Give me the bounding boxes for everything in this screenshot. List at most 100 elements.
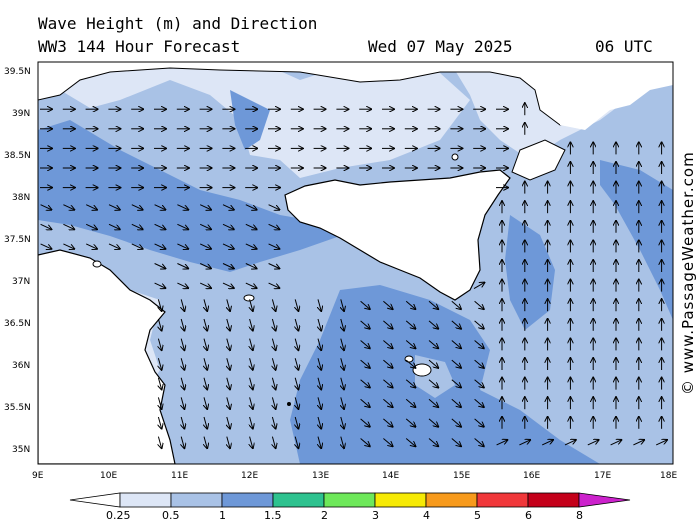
wave-arrow: [295, 299, 298, 311]
wave-arrow: [451, 340, 461, 349]
legend-label: 3: [372, 509, 379, 522]
legend-swatch: [221, 492, 274, 508]
wave-arrow: [181, 436, 184, 449]
wave-arrow: [383, 320, 392, 329]
wave-arrow: [474, 438, 484, 447]
wave-arrow: [383, 340, 392, 349]
wave-arrow: [272, 358, 275, 370]
lon-label: 18E: [660, 471, 677, 481]
wave-arrow: [177, 282, 188, 288]
wave-arrow: [204, 338, 207, 351]
land-calabria-tip: [511, 139, 566, 181]
longitude-axis: 9E 10E 11E 12E 13E 14E 15E 16E 17E 18E: [32, 471, 677, 481]
legend-arrow-min: [69, 492, 121, 508]
wave-arrow: [383, 359, 392, 368]
lat-label: 37N: [12, 277, 30, 287]
wave-arrow: [318, 377, 321, 390]
lon-label: 13E: [312, 471, 329, 481]
legend-label: 0.25: [106, 509, 131, 522]
wave-arrow: [204, 318, 207, 331]
land-sicily: [284, 169, 511, 301]
land-aeolian-islands: [451, 153, 459, 161]
wave-arrow: [108, 223, 120, 229]
lon-label: 12E: [241, 471, 258, 481]
wave-arrow: [204, 358, 207, 370]
wave-arrow: [360, 300, 370, 309]
wave-arrow: [428, 300, 438, 309]
wave-arrow: [405, 398, 415, 407]
wave-arrow: [268, 263, 280, 269]
wave-arrow: [360, 320, 370, 329]
land-calabria: [560, 62, 673, 130]
wave-arrow: [341, 318, 344, 331]
wave-arrow: [633, 440, 644, 446]
wave-arrow: [405, 418, 415, 427]
wave-arrow: [181, 358, 184, 370]
land-lampedusa: [287, 402, 291, 406]
wave-arrow: [227, 377, 230, 390]
wave-arrow: [405, 379, 415, 388]
legend-label: 6: [525, 509, 532, 522]
wave-arrow: [474, 359, 484, 368]
lon-label: 9E: [32, 471, 44, 481]
wave-arrow: [318, 299, 321, 311]
wave-arrow: [250, 299, 253, 311]
wave-arrow: [383, 300, 392, 309]
wave-arrow: [227, 338, 230, 351]
wave-arrow: [610, 440, 622, 446]
wave-arrow: [245, 223, 257, 229]
wave-arrow: [204, 436, 207, 449]
wave-arrow: [405, 320, 415, 329]
wave-arrow: [451, 300, 461, 309]
wave-arrow: [451, 320, 461, 329]
wave-arrow: [177, 263, 188, 269]
lon-label: 10E: [100, 471, 117, 481]
wave-arrow: [158, 299, 161, 311]
wave-arrow: [131, 223, 143, 229]
wave-arrow: [295, 436, 298, 449]
wave-arrow: [474, 418, 484, 427]
wave-arrow: [177, 223, 188, 229]
legend-swatch: [425, 492, 478, 508]
lat-label: 39N: [12, 109, 30, 119]
wave-arrow: [360, 418, 370, 427]
wave-arrow: [177, 204, 188, 210]
wave-arrow: [428, 320, 438, 329]
lat-label: 38N: [12, 193, 30, 203]
wave-arrow: [341, 436, 344, 449]
legend-swatch: [476, 492, 529, 508]
lat-label: 36.5N: [4, 319, 31, 329]
wave-arrow: [131, 243, 143, 249]
wave-arrow: [204, 397, 207, 409]
legend-swatch: [272, 492, 325, 508]
wave-arrow: [451, 379, 461, 388]
wave-arrow: [541, 440, 553, 446]
wave-arrow: [428, 418, 438, 427]
wave-arrow: [360, 340, 370, 349]
wave-arrow: [360, 398, 370, 407]
lat-label: 38.5N: [4, 151, 31, 161]
lon-label: 14E: [382, 471, 399, 481]
wave-arrow: [181, 318, 184, 331]
wave-arrow: [341, 377, 344, 390]
legend-label: 5: [474, 509, 481, 522]
wave-arrow: [318, 416, 321, 429]
land-cape-bon: [92, 260, 102, 268]
wave-arrow: [295, 318, 298, 331]
wave-arrow: [474, 398, 484, 407]
wave-arrow: [295, 338, 298, 351]
wave-arrow: [204, 299, 207, 311]
wave-arrow: [181, 397, 184, 409]
lat-label: 39.5N: [4, 67, 31, 77]
wave-arrow: [405, 438, 415, 447]
forecast-date: Wed 07 May 2025: [368, 37, 513, 56]
legend-swatch: [374, 492, 427, 508]
wave-arrow: [63, 243, 74, 249]
sea-band-high: [230, 90, 270, 150]
wave-arrow: [131, 204, 143, 210]
wave-arrow: [268, 282, 280, 288]
wave-arrow: [496, 440, 508, 446]
wave-arrow: [245, 282, 257, 288]
land-malta: [412, 363, 432, 377]
